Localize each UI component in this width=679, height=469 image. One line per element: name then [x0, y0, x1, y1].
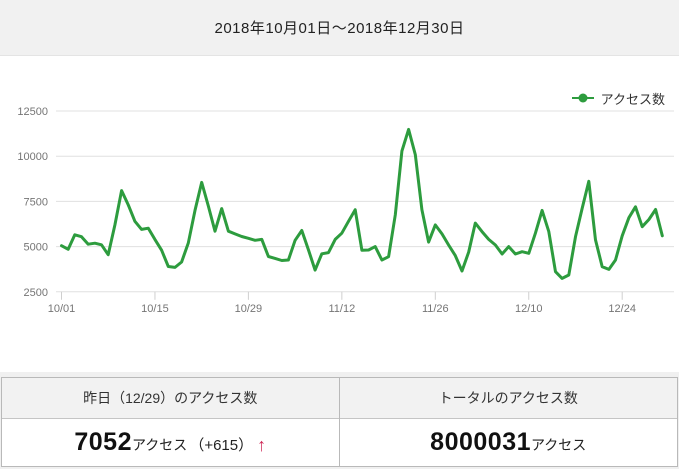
y-axis-label: 7500 — [24, 196, 48, 208]
access-count-series-line — [60, 127, 664, 280]
y-axis-label: 10000 — [17, 151, 48, 163]
total-cell: トータルのアクセス数 8000031 アクセス — [339, 378, 677, 466]
total-count: 8000031 — [430, 428, 531, 456]
legend-label: アクセス数 — [600, 91, 665, 107]
x-axis-label: 11/26 — [422, 303, 449, 315]
x-axis-label: 12/10 — [515, 303, 543, 315]
yesterday-cell: 昨日（12/29）のアクセス数 7052 アクセス （+615） ↑ — [2, 378, 340, 466]
y-axis-label: 12500 — [17, 106, 48, 118]
yesterday-value-cell: 7052 アクセス （+615） ↑ — [2, 419, 339, 466]
x-axis-label: 10/01 — [48, 303, 76, 315]
total-unit: アクセス — [531, 437, 587, 453]
yesterday-delta: （+615） — [189, 437, 254, 454]
total-header: トータルのアクセス数 — [339, 378, 677, 419]
y-axis-label: 5000 — [24, 242, 48, 254]
x-axis-label: 10/15 — [141, 303, 169, 315]
legend-item-access[interactable]: アクセス数 — [571, 90, 665, 107]
x-axis-label: 12/24 — [608, 303, 636, 315]
x-axis-label: 10/29 — [235, 303, 263, 315]
trend-up-arrow-icon: ↑ — [257, 435, 267, 455]
legend-marker-icon — [571, 93, 594, 103]
date-range-title: 2018年10月01日～2018年12月30日 — [214, 20, 465, 37]
date-range-header: 2018年10月01日～2018年12月30日 — [0, 0, 679, 56]
yesterday-unit: アクセス — [132, 437, 188, 453]
x-axis-label: 11/12 — [328, 303, 355, 315]
access-chart: 12500 10000 7500 5000 2500 10/01 10/15 10/29 11/… — [0, 56, 679, 372]
summary-table: 昨日（12/29）のアクセス数 7052 アクセス （+615） ↑ トータルの… — [1, 377, 678, 467]
yesterday-header: 昨日（12/29）のアクセス数 — [2, 378, 339, 419]
y-axis-label: 2500 — [24, 287, 48, 299]
yesterday-count: 7052 — [74, 428, 132, 456]
total-value-cell: 8000031 アクセス — [339, 419, 677, 466]
